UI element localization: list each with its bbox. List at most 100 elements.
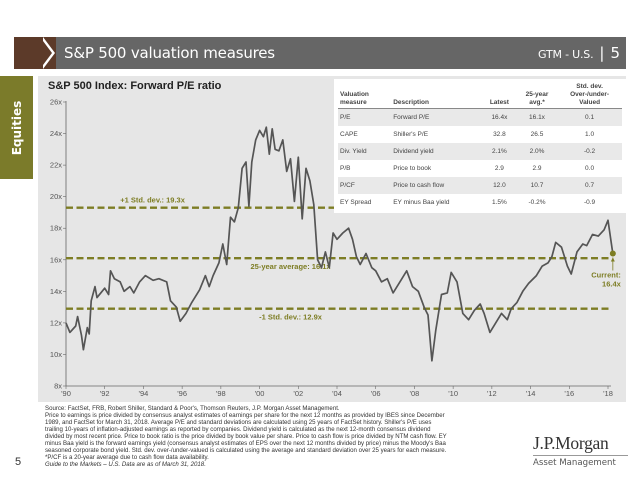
x-tick-label: '00	[255, 389, 265, 398]
x-tick-label: '02	[293, 389, 303, 398]
footnote: Source: FactSet, FRB, Robert Shiller, St…	[45, 405, 525, 468]
reference-lines: +1 Std. dev.: 19.3x 25-year average: 16.1…	[66, 196, 610, 322]
section-tab-equities: Equities	[0, 76, 33, 179]
y-tick-label: 14x	[50, 287, 62, 296]
footnote-line: *P/CF is a 20-year average due to cash f…	[45, 454, 209, 461]
cell-latest: 32.8	[493, 130, 506, 138]
header-measure: Valuation measure	[338, 82, 392, 110]
valuation-table: Valuation measure Description Latest 25-y…	[334, 79, 626, 213]
cell-avg: 2.9	[532, 164, 542, 172]
cell-stddev: 0.7	[557, 176, 622, 194]
cell-description: Dividend yield	[391, 142, 482, 160]
logo-subtitle: Asset Management	[533, 458, 616, 468]
footnote-line: Price to earnings is price divided by co…	[45, 412, 445, 419]
cell-description: Price to book	[393, 164, 432, 172]
footnote-line: minus Baa yield is the forward earnings …	[45, 440, 446, 447]
page-title: S&P 500 valuation measures	[64, 44, 275, 62]
y-tick-label: 24x	[50, 129, 62, 138]
jpmorgan-logo: J.P.Morgan Asset Management	[533, 433, 628, 468]
cell-latest: 1.5%	[491, 198, 507, 206]
gtm-label: GTM - U.S.	[538, 48, 594, 61]
header-latest: Latest	[481, 82, 517, 110]
x-tick-label: '18	[603, 389, 613, 398]
table-row: P/E Forward P/E 16.4x 16.1x 0.1	[338, 108, 622, 126]
footnote-line: seasoned corporate bond yield. Std. dev.…	[45, 447, 447, 454]
y-tick-label: 8x	[54, 382, 62, 391]
x-tick-label: '12	[487, 389, 497, 398]
y-tick-label: 22x	[50, 161, 62, 170]
series-line-forward-pe	[65, 126, 614, 362]
footnote-line: Source: FactSet, FRB, Robert Shiller, St…	[45, 405, 340, 412]
x-tick-label: '14	[526, 389, 536, 398]
header-bar	[14, 37, 626, 69]
header-avg: 25-year avg.*	[516, 82, 558, 110]
x-tick-label: '06	[371, 389, 381, 398]
cell-measure: P/CF	[338, 176, 392, 194]
cell-description: Shiller's P/E	[393, 130, 429, 138]
reference-line-label: 25-year average: 16.1x	[251, 262, 332, 271]
cell-stddev: 0.1	[557, 108, 622, 126]
header-chevron-icon	[40, 37, 52, 69]
header-page-number: 5	[610, 44, 620, 62]
x-tick-label: '96	[177, 389, 187, 398]
cell-stddev: -0.9	[583, 198, 596, 206]
logo-name: J.P.Morgan	[533, 433, 628, 456]
header-guide-label: GTM - U.S. | 5	[538, 44, 620, 62]
cell-measure: P/E	[338, 108, 392, 126]
reference-line-label: +1 Std. dev.: 19.3x	[120, 196, 186, 205]
series-group	[65, 126, 614, 362]
annotation-value: 16.4x	[602, 279, 622, 288]
cell-description: Forward P/E	[391, 108, 482, 126]
cell-stddev: 1.0	[585, 130, 595, 138]
footnote-line: divided by most recent price. Price to b…	[45, 433, 447, 440]
footnote-guide-line: Guide to the Markets – U.S. Data are as …	[45, 461, 206, 468]
x-tick-label: '08	[410, 389, 420, 398]
page-number: 5	[15, 456, 22, 468]
x-tick-label: '94	[139, 389, 149, 398]
footnote-line: trailing 10-years of inflation-adjusted …	[45, 426, 431, 433]
table-row: EY Spread EY minus Baa yield 1.5% -0.2% …	[338, 194, 622, 211]
chart-title: S&P 500 Index: Forward P/E ratio	[48, 80, 222, 92]
cell-description: Price to cash flow	[391, 176, 482, 194]
cell-measure: Div. Yield	[338, 142, 392, 160]
y-tick-label: 16x	[50, 255, 62, 264]
x-tick-label: '16	[564, 389, 574, 398]
cell-latest: 2.1%	[481, 142, 517, 160]
table-row: Div. Yield Dividend yield 2.1% 2.0% -0.2	[338, 142, 622, 160]
cell-stddev: -0.2	[557, 142, 622, 160]
y-tick-label: 18x	[50, 224, 62, 233]
cell-stddev: 0.0	[585, 164, 595, 172]
table-row: P/B Price to book 2.9 2.9 0.0	[338, 160, 622, 177]
y-tick-label: 10x	[50, 350, 62, 359]
annotation-label: Current:	[591, 270, 621, 279]
current-value-marker	[609, 250, 616, 257]
header-stddev: Std. dev. Over-/under- Valued	[557, 82, 622, 110]
x-tick-label: '04	[332, 389, 342, 398]
x-tick-label: '92	[100, 389, 110, 398]
x-tick-label: '98	[216, 389, 226, 398]
x-tick-label: '10	[448, 389, 458, 398]
reference-line-label: -1 Std. dev.: 12.9x	[259, 313, 323, 322]
cell-avg: 10.7	[516, 176, 558, 194]
cell-latest: 2.9	[494, 164, 504, 172]
chart-axes: 8x 10x 12x 14x 16x 18x 20x 22x 24x 26x '90 '92 '94 '9…	[50, 98, 613, 399]
y-tick-label: 26x	[50, 98, 62, 107]
cell-latest: 16.4x	[481, 108, 517, 126]
cell-description: EY minus Baa yield	[393, 198, 450, 206]
cell-measure: EY Spread	[340, 198, 372, 206]
table-header-row: Valuation measure Description Latest 25-y…	[338, 82, 622, 110]
y-tick-label: 12x	[50, 318, 62, 327]
header-separator: |	[599, 44, 605, 62]
table-row: CAPE Shiller's P/E 32.8 26.5 1.0	[338, 126, 622, 143]
x-tick-label: '90	[61, 389, 71, 398]
footnote-line: 1989, and FactSet for March 31, 2018. Av…	[45, 419, 432, 426]
header-description: Description	[391, 82, 482, 110]
y-tick-label: 20x	[50, 192, 62, 201]
annotation-arrowhead-icon	[610, 257, 615, 262]
cell-avg: 26.5	[530, 130, 544, 138]
cell-avg: 2.0%	[516, 142, 558, 160]
current-annotation: Current:16.4x	[591, 250, 622, 288]
cell-latest: 12.0	[481, 176, 517, 194]
cell-avg: 16.1x	[516, 108, 558, 126]
